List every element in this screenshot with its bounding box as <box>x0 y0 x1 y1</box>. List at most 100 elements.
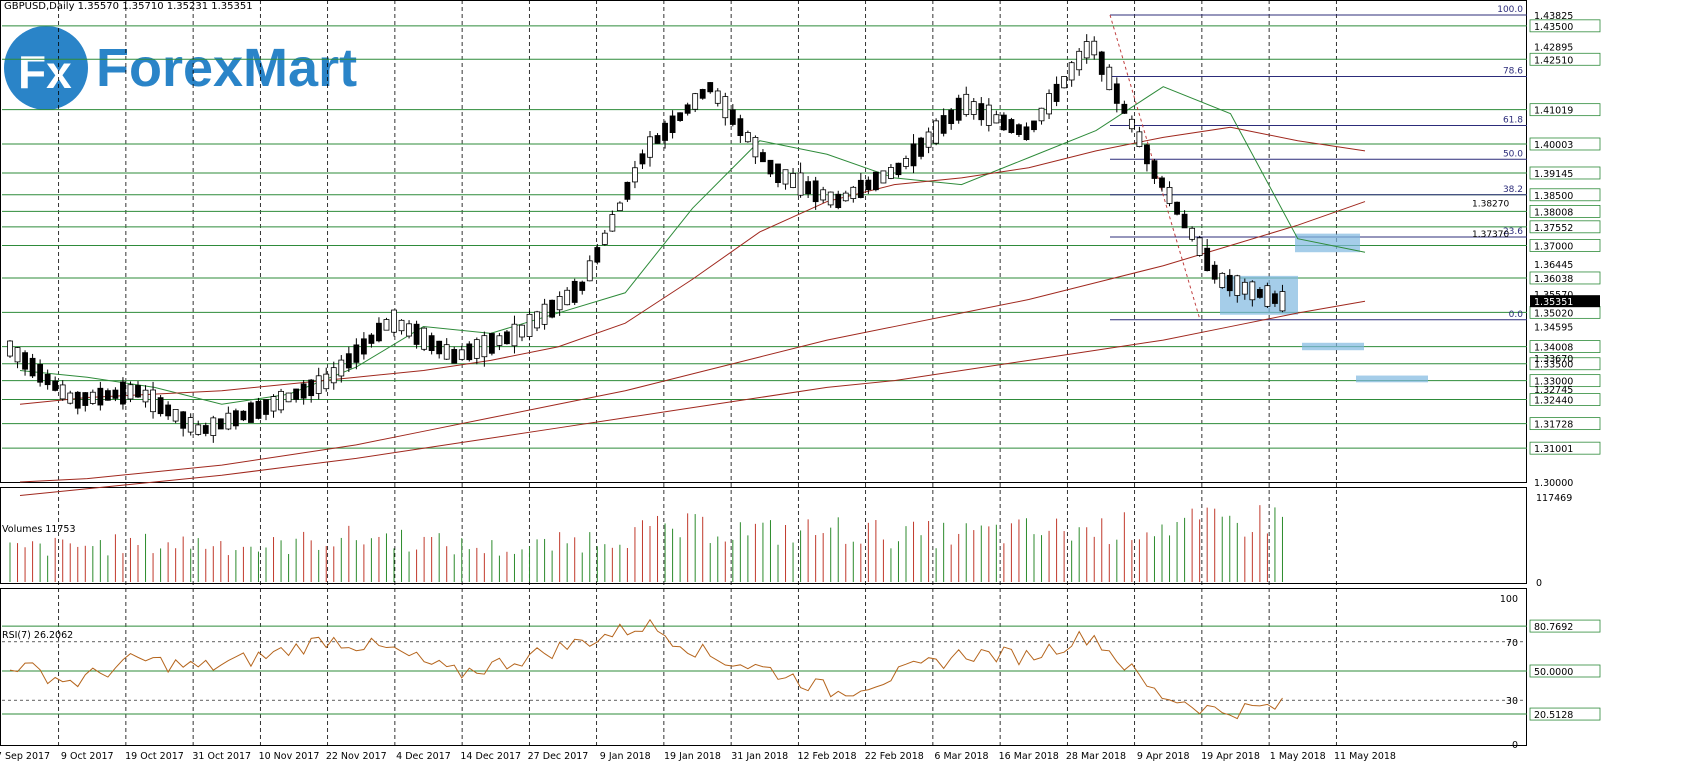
key-level-tag <box>1529 137 1601 151</box>
rsi-axis-label: 70 <box>1506 638 1518 649</box>
forexmart-logo: Fx ForexMart <box>0 20 357 110</box>
candle-body <box>669 115 676 133</box>
candle-body <box>157 397 164 415</box>
candle-body <box>217 418 224 430</box>
key-level-label: 1.33500 <box>1534 360 1573 371</box>
current-price-label: 1.35351 <box>1534 297 1573 308</box>
candle-body <box>564 289 571 306</box>
candle-body <box>1031 120 1037 131</box>
price-axis-label: 1.32745 <box>1534 385 1573 396</box>
candle-body <box>812 180 819 203</box>
price-axis-label: 1.30000 <box>1534 478 1573 489</box>
x-tick-label: 19 Apr 2018 <box>1201 751 1260 762</box>
key-level-tag <box>1529 271 1601 285</box>
candle-body <box>775 163 781 183</box>
key-level-tag <box>1529 374 1601 388</box>
candle-body <box>1144 144 1150 165</box>
candle-body <box>1151 160 1158 179</box>
candle-body <box>1166 187 1173 204</box>
key-level-label: 1.40003 <box>1534 140 1573 151</box>
candle-body <box>225 412 232 430</box>
candle-body <box>752 137 759 158</box>
key-level-label: 1.37552 <box>1534 223 1573 234</box>
candle-body <box>895 162 902 176</box>
candle-body <box>511 323 518 347</box>
candle-body <box>1189 227 1196 240</box>
candle-body <box>1279 291 1286 312</box>
candle-body <box>383 319 390 331</box>
rsi-level-tag <box>1529 619 1601 633</box>
candle-body <box>345 353 352 369</box>
candle-body <box>1000 114 1007 131</box>
volume-panel-frame <box>0 487 1527 584</box>
candle-body <box>624 181 631 200</box>
key-level-label: 1.43500 <box>1534 22 1573 33</box>
candle-body <box>504 331 510 345</box>
candle-body <box>270 396 277 412</box>
candle-body <box>1023 126 1030 141</box>
key-level-label: 1.33000 <box>1534 377 1573 388</box>
candle-body <box>910 143 917 167</box>
candle-body <box>330 367 337 384</box>
candle-body <box>616 202 623 212</box>
candle-body <box>150 389 156 413</box>
rsi-panel-frame <box>0 588 1527 746</box>
rsi-axis-label: 0 <box>1512 740 1518 751</box>
candle-body <box>1204 247 1211 272</box>
candle-body <box>1226 274 1233 292</box>
candle-body <box>1091 40 1098 56</box>
candle-body <box>707 82 714 93</box>
volume-axis-label: 0 <box>1536 578 1542 589</box>
candle-body <box>451 349 458 364</box>
moving-average-line <box>19 201 1366 483</box>
price-axis-label: 1.42895 <box>1534 42 1573 53</box>
candle-body <box>82 392 89 406</box>
candle-body <box>278 390 284 411</box>
key-level-label: 1.36038 <box>1534 274 1573 285</box>
key-level-tag <box>1529 19 1601 33</box>
candle-body <box>549 299 556 318</box>
candle-body <box>970 101 977 115</box>
logo-brand-text: ForexMart <box>96 38 357 98</box>
candle-body <box>985 104 992 126</box>
fib-level-label: 50.0 <box>1503 149 1523 159</box>
candle-body <box>1241 281 1248 295</box>
candle-body <box>14 347 21 363</box>
candle-body <box>963 93 970 115</box>
candle-body <box>820 189 827 201</box>
candle-body <box>1136 131 1143 148</box>
x-tick-label: 27 Dec 2017 <box>528 751 589 762</box>
candle-body <box>1234 275 1241 296</box>
candle-body <box>421 327 428 350</box>
candle-body <box>1083 41 1090 59</box>
key-level-label: 1.38500 <box>1534 191 1573 202</box>
volume-panel-title: Volumes 11753 <box>2 524 76 535</box>
candle-body <box>586 260 593 282</box>
candle-body <box>594 247 601 263</box>
key-level-label: 1.31728 <box>1534 420 1573 431</box>
candle-body <box>29 357 36 377</box>
candle-body <box>918 137 924 157</box>
candle-body <box>1181 213 1188 229</box>
candle-body <box>473 339 480 359</box>
candle-body <box>466 343 473 361</box>
candle-body <box>368 334 375 344</box>
candle-body <box>699 89 706 99</box>
rsi-axis-label: 30 <box>1506 696 1518 707</box>
candle-body <box>180 411 187 429</box>
candle-body <box>398 319 405 332</box>
candle-body <box>684 104 691 114</box>
current-price-tag <box>1530 295 1600 308</box>
candle-body <box>857 179 864 198</box>
candle-body <box>827 191 834 206</box>
fib-level-label: 0.0 <box>1509 310 1524 320</box>
logo-fx-icon: Fx <box>18 46 72 98</box>
candle-body <box>323 373 330 390</box>
candle-body <box>534 311 540 329</box>
candle-body <box>662 122 668 141</box>
candle-body <box>391 309 397 333</box>
candle-body <box>880 170 887 184</box>
candle-body <box>850 186 857 199</box>
candle-body <box>315 375 322 394</box>
key-level-tag <box>1529 103 1601 117</box>
